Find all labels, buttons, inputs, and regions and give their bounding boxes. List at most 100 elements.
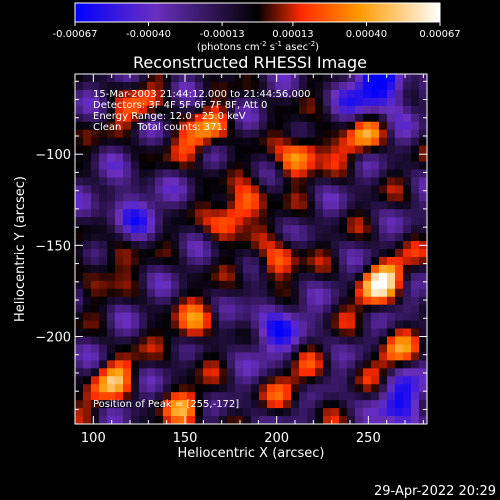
heatmap-cell bbox=[131, 328, 140, 337]
heatmap-cell bbox=[219, 384, 228, 393]
heatmap-cell bbox=[91, 344, 100, 353]
heatmap-cell bbox=[395, 320, 404, 329]
heatmap-cell bbox=[411, 296, 420, 306]
heatmap-cell bbox=[75, 304, 84, 314]
heatmap-cell bbox=[411, 352, 420, 361]
heatmap-cell bbox=[211, 368, 220, 377]
heatmap-cell bbox=[139, 129, 148, 139]
heatmap-cell bbox=[163, 312, 172, 321]
heatmap-cell bbox=[307, 177, 316, 186]
heatmap-cell bbox=[155, 288, 164, 298]
heatmap-cell bbox=[139, 145, 148, 154]
heatmap-cell bbox=[267, 280, 276, 290]
heatmap-cell bbox=[139, 288, 148, 298]
heatmap-cell bbox=[307, 256, 316, 266]
heatmap-cell bbox=[403, 360, 412, 369]
heatmap-cell bbox=[331, 360, 340, 369]
heatmap-cell bbox=[83, 145, 92, 154]
heatmap-cell bbox=[75, 193, 84, 202]
heatmap-cell bbox=[371, 256, 380, 266]
heatmap-cell bbox=[203, 145, 212, 154]
heatmap-cell bbox=[211, 97, 220, 107]
heatmap-cell bbox=[363, 105, 372, 115]
heatmap-cell bbox=[347, 113, 356, 123]
heatmap-cell bbox=[315, 233, 324, 242]
colorbar-unit-label: (photons cm-2 s-1 asec-2) bbox=[197, 40, 319, 53]
heatmap-cell bbox=[299, 400, 308, 409]
heatmap-cell bbox=[251, 137, 260, 146]
heatmap-cell bbox=[203, 113, 212, 123]
heatmap-cell bbox=[395, 256, 404, 266]
heatmap-cell bbox=[411, 304, 420, 314]
heatmap-cell bbox=[315, 312, 324, 321]
heatmap-cell bbox=[299, 328, 308, 337]
heatmap-cell bbox=[235, 121, 244, 131]
heatmap-cell bbox=[139, 113, 148, 123]
heatmap-cell bbox=[347, 249, 356, 258]
heatmap-cell bbox=[331, 312, 340, 321]
heatmap-cell bbox=[403, 201, 412, 210]
heatmap-cell bbox=[171, 352, 180, 361]
heatmap-cell bbox=[243, 153, 252, 162]
heatmap-cell bbox=[403, 400, 412, 409]
heatmap-cell bbox=[123, 201, 132, 210]
heatmap-cell bbox=[419, 105, 427, 115]
heatmap-cell bbox=[331, 81, 340, 91]
heatmap-cell bbox=[363, 312, 372, 321]
heatmap-cell bbox=[387, 304, 396, 314]
heatmap-cell bbox=[203, 201, 212, 210]
heatmap-cell bbox=[107, 376, 116, 385]
heatmap-cell bbox=[187, 137, 196, 146]
heatmap-cell bbox=[131, 177, 140, 186]
heatmap-cell bbox=[419, 209, 427, 218]
heatmap-cell bbox=[187, 129, 196, 139]
heatmap-cell bbox=[259, 74, 268, 83]
heatmap-cell bbox=[139, 328, 148, 337]
heatmap-cell bbox=[371, 416, 380, 424]
heatmap-cell bbox=[91, 400, 100, 409]
heatmap-cell bbox=[203, 296, 212, 306]
heatmap-cell bbox=[235, 97, 244, 107]
heatmap-cell bbox=[139, 272, 148, 282]
heatmap-cell bbox=[235, 113, 244, 123]
heatmap-cell bbox=[99, 352, 108, 361]
heatmap-cell bbox=[91, 280, 100, 290]
heatmap-cell bbox=[203, 209, 212, 218]
heatmap-cell bbox=[123, 280, 132, 290]
heatmap-cell bbox=[179, 328, 188, 337]
heatmap-cell bbox=[195, 105, 204, 115]
heatmap-cell bbox=[363, 121, 372, 131]
heatmap-cell bbox=[171, 145, 180, 154]
heatmap-cell bbox=[75, 416, 84, 424]
heatmap-cell bbox=[259, 384, 268, 393]
heatmap-cell bbox=[107, 209, 116, 218]
heatmap-cell bbox=[131, 121, 140, 131]
heatmap-cell bbox=[275, 89, 284, 99]
heatmap-cell bbox=[203, 105, 212, 115]
heatmap-cell bbox=[243, 89, 252, 99]
heatmap-cell bbox=[411, 137, 420, 146]
heatmap-cell bbox=[187, 280, 196, 290]
heatmap-cell bbox=[299, 97, 308, 107]
heatmap-cell bbox=[331, 217, 340, 226]
heatmap-cell bbox=[371, 296, 380, 306]
heatmap-cell bbox=[147, 185, 156, 194]
heatmap-cell bbox=[331, 74, 340, 83]
heatmap-cell bbox=[171, 304, 180, 314]
heatmap-cell bbox=[371, 185, 380, 194]
heatmap-cell bbox=[243, 392, 252, 401]
heatmap-cell bbox=[203, 272, 212, 282]
heatmap-cell bbox=[211, 145, 220, 154]
heatmap-cell bbox=[163, 416, 172, 424]
heatmap-cell bbox=[419, 336, 427, 345]
heatmap-cell bbox=[331, 241, 340, 250]
heatmap-cell bbox=[291, 288, 300, 298]
heatmap-cell bbox=[107, 344, 116, 353]
colorbar-gradient bbox=[74, 2, 441, 23]
heatmap-cell bbox=[411, 368, 420, 377]
heatmap-cell bbox=[171, 416, 180, 424]
heatmap-cell bbox=[83, 177, 92, 186]
heatmap-cell bbox=[379, 105, 388, 115]
heatmap-cell bbox=[155, 344, 164, 353]
heatmap-cell bbox=[131, 81, 140, 91]
